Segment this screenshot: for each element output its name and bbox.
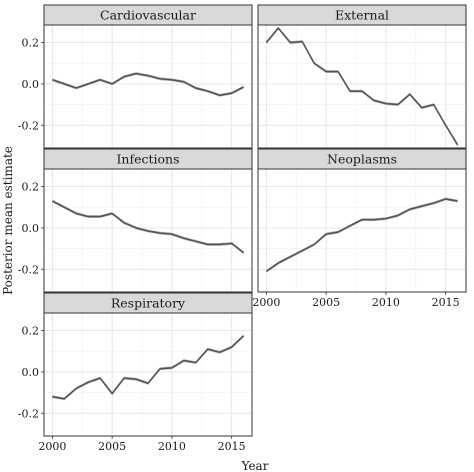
y-tick-label: 0.2 <box>22 325 40 338</box>
x-tick-label: 2015 <box>218 440 246 453</box>
strip-label-infections: Infections <box>116 152 179 167</box>
y-tick-label: 0.0 <box>22 78 40 91</box>
plot-area-neoplasms <box>258 169 466 292</box>
panel-border-cardiovascular <box>43 24 253 149</box>
strip-label-cardiovascular: Cardiovascular <box>100 8 196 23</box>
line-external <box>265 27 459 146</box>
y-tick-label: 0.0 <box>22 222 40 235</box>
y-axis-title: Posterior mean estimate <box>1 146 15 295</box>
x-tick-label: 2010 <box>158 440 186 453</box>
x-tick-label: 2015 <box>432 296 460 309</box>
line-respiratory <box>52 335 245 400</box>
y-tick-label: 0.2 <box>22 181 40 194</box>
x-tick-label: 2005 <box>98 440 126 453</box>
y-tick-label: -0.2 <box>18 263 39 276</box>
panel-external: External <box>257 4 467 149</box>
panel-infections: Infections -0.2 0.0 0.2 <box>18 148 253 293</box>
strip-label-external: External <box>335 8 389 23</box>
panel-border-respiratory <box>43 312 253 437</box>
panel-neoplasms: Neoplasms 2000 2005 2010 2015 <box>252 148 467 309</box>
panel-respiratory: Respiratory -0.2 0.0 0.2 2000 2005 2010 2015 <box>18 292 253 453</box>
panel-border-infections <box>43 168 253 293</box>
x-axis-title: Year <box>241 459 269 472</box>
strip-label-neoplasms: Neoplasms <box>327 152 397 167</box>
strip-label-respiratory: Respiratory <box>111 296 186 311</box>
line-neoplasms <box>265 198 458 272</box>
panel-border-external <box>257 24 467 149</box>
y-tick-label: 0.0 <box>22 366 40 379</box>
line-infections <box>51 200 245 254</box>
x-tick-label: 2000 <box>38 440 66 453</box>
panel-cardiovascular: Cardiovascular -0.2 0.0 0.2 <box>18 4 253 149</box>
x-tick-label: 2005 <box>312 296 340 309</box>
panel-border-neoplasms <box>257 168 467 293</box>
line-cardiovascular <box>52 72 245 97</box>
x-tick-label: 2010 <box>372 296 400 309</box>
band-infections <box>52 199 244 255</box>
y-tick-label: -0.2 <box>18 119 39 132</box>
plot-area-respiratory <box>44 313 252 436</box>
y-tick-label: -0.2 <box>18 407 39 420</box>
y-tick-label: 0.2 <box>22 37 40 50</box>
plot-area-external <box>258 25 466 148</box>
x-tick-label: 2000 <box>252 296 280 309</box>
